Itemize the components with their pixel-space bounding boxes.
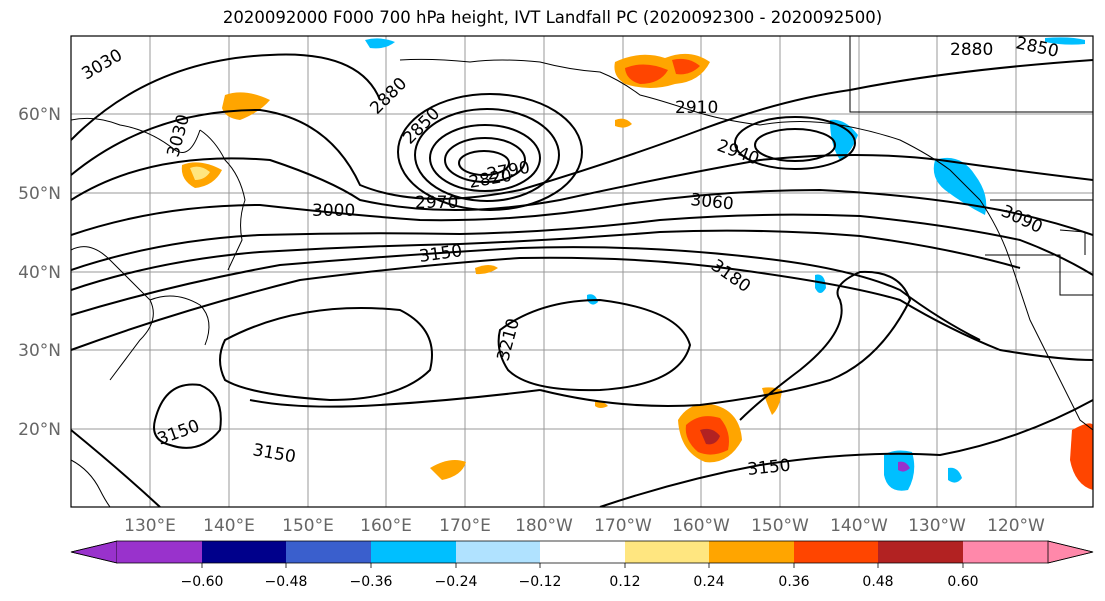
colorbar-tick-label: 0.48	[862, 574, 893, 590]
colorbar-tick-label: −0.48	[265, 574, 308, 590]
colorbar-segment	[625, 541, 709, 563]
ivt-shading	[181, 37, 1093, 491]
longitude-labels: 130°E 140°E 150°E 160°E 170°E 180°W 170°…	[124, 516, 1045, 536]
contour-label: 3150	[746, 456, 791, 480]
colorbar-segment	[709, 541, 794, 563]
colorbar	[70, 540, 1094, 568]
lat-label: 50°N	[18, 184, 61, 204]
lon-label: 120°W	[987, 516, 1045, 536]
colorbar-tick-label: −0.36	[350, 574, 393, 590]
colorbar-tick-label: 0.60	[947, 574, 978, 590]
map-frame	[70, 35, 1094, 508]
contour-label: 2970	[415, 193, 458, 213]
lon-label: 130°E	[124, 516, 176, 536]
lon-label: 150°E	[282, 516, 334, 536]
colorbar-tick-label: 0.24	[693, 574, 724, 590]
coastlines	[71, 36, 1093, 507]
contour-label: 2910	[675, 98, 718, 118]
colorbar-tick-label: −0.24	[435, 574, 478, 590]
colorbar-segment	[540, 541, 625, 563]
lon-label: 140°W	[830, 516, 888, 536]
colorbar-segment	[371, 541, 456, 563]
colorbar-segment	[878, 541, 963, 563]
colorbar-segment	[1047, 540, 1094, 564]
colorbar-segment	[70, 540, 118, 564]
lon-label: 160°W	[672, 516, 730, 536]
lon-label: 170°W	[594, 516, 652, 536]
colorbar-outline	[70, 540, 1094, 564]
lon-label: 140°E	[203, 516, 255, 536]
colorbar-tick-label: −0.60	[181, 574, 224, 590]
lon-label: 180°W	[515, 516, 573, 536]
lat-label: 40°N	[18, 263, 61, 283]
colorbar-segment	[456, 541, 540, 563]
lat-label: 60°N	[18, 105, 61, 125]
colorbar-segment	[202, 541, 286, 563]
lon-label: 160°E	[360, 516, 412, 536]
lat-label: 20°N	[18, 420, 61, 440]
lon-label: 150°W	[751, 516, 809, 536]
colorbar-segment	[286, 541, 371, 563]
colorbar-segment	[963, 541, 1048, 563]
contour-label: 3060	[689, 190, 734, 214]
contour-label: 2880	[950, 40, 993, 60]
colorbar-tick-label: −0.12	[519, 574, 562, 590]
latitude-labels: 60°N 50°N 40°N 30°N 20°N	[18, 105, 61, 440]
colorbar-ticks	[201, 563, 964, 568]
colorbar-tick-label: 0.36	[778, 574, 809, 590]
lon-label: 130°W	[908, 516, 966, 536]
map-title: 2020092000 F000 700 hPa height, IVT Land…	[222, 8, 883, 27]
lat-label: 30°N	[18, 341, 61, 361]
height-contours	[71, 53, 1093, 507]
colorbar-tick-label: 0.12	[609, 574, 640, 590]
colorbar-segment	[117, 541, 202, 563]
colorbar-tick-labels: −0.60 −0.48 −0.36 −0.24 −0.12 0.12 0.24 …	[181, 574, 979, 590]
contour-label: 3000	[312, 201, 355, 221]
colorbar-segment	[794, 541, 878, 563]
lon-label: 170°E	[439, 516, 491, 536]
